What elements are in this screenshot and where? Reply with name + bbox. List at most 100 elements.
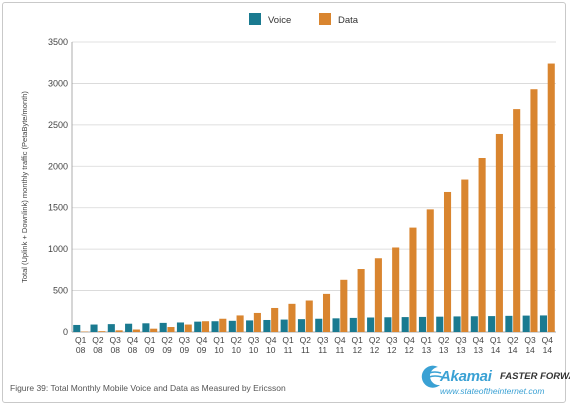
y-tick-label: 2500 bbox=[48, 120, 68, 130]
x-tick-label: Q2 10 bbox=[231, 335, 243, 355]
bar-data bbox=[409, 227, 417, 332]
x-tick-label: Q4 12 bbox=[403, 335, 415, 355]
bar-voice bbox=[159, 322, 167, 332]
bar-data bbox=[219, 318, 227, 332]
x-tick-label: Q2 14 bbox=[507, 335, 519, 355]
bar-voice bbox=[522, 315, 530, 332]
bar-data bbox=[426, 209, 434, 332]
bar-data bbox=[392, 247, 400, 332]
y-tick-label: 1000 bbox=[48, 244, 68, 254]
akamai-logo-icon bbox=[421, 365, 443, 388]
bar-voice bbox=[176, 322, 185, 332]
bar-voice bbox=[107, 324, 115, 332]
bar-data bbox=[132, 329, 140, 332]
bar-data bbox=[513, 109, 521, 332]
bar-data bbox=[547, 63, 555, 333]
bar-voice bbox=[436, 316, 444, 332]
bar-voice bbox=[349, 317, 357, 332]
y-axis-label: Total (Uplink + Downlink) monthly traffi… bbox=[20, 91, 29, 283]
x-tick-label: Q1 13 bbox=[421, 335, 433, 355]
bar-voice bbox=[280, 319, 288, 332]
bar-data bbox=[98, 331, 106, 332]
x-tick-label: Q4 13 bbox=[473, 335, 485, 355]
bar-data bbox=[305, 300, 313, 332]
legend-label-data: Data bbox=[338, 15, 359, 26]
y-tick-label: 500 bbox=[53, 286, 68, 296]
x-tick-label: Q3 13 bbox=[455, 335, 467, 355]
x-tick-label: Q1 10 bbox=[213, 335, 225, 355]
bar-data bbox=[443, 191, 452, 332]
bar-data bbox=[357, 269, 365, 332]
bar-voice bbox=[90, 324, 98, 332]
bar-data bbox=[150, 328, 158, 332]
brand-name: Akamai bbox=[440, 368, 492, 385]
bar-voice bbox=[194, 321, 202, 332]
y-tick-label: 3500 bbox=[48, 37, 68, 47]
bar-voice bbox=[539, 315, 548, 332]
bar-data bbox=[271, 307, 279, 332]
bar-voice bbox=[315, 318, 323, 332]
x-tick-label: Q1 09 bbox=[144, 335, 156, 355]
y-tick-label: 2000 bbox=[48, 161, 68, 171]
y-tick-label: 3000 bbox=[48, 78, 68, 88]
x-tick-label: Q2 12 bbox=[369, 335, 381, 355]
bar-voice bbox=[401, 317, 409, 332]
bar-voice bbox=[453, 316, 461, 332]
bar-data bbox=[288, 303, 296, 332]
bar-voice bbox=[125, 323, 133, 332]
brand-tagline: FASTER FORWARD bbox=[500, 371, 570, 382]
bar-data bbox=[236, 315, 244, 332]
x-tick-label: Q4 14 bbox=[542, 335, 554, 355]
bar-data bbox=[253, 312, 261, 332]
x-tick-label: Q1 11 bbox=[282, 335, 294, 355]
x-tick-label: Q1 08 bbox=[75, 335, 87, 355]
x-tick-label: Q3 08 bbox=[110, 335, 122, 355]
y-tick-label: 1500 bbox=[48, 203, 68, 213]
bar-voice bbox=[228, 320, 236, 332]
bar-data bbox=[115, 330, 123, 332]
x-tick-label: Q2 09 bbox=[161, 335, 173, 355]
bar-voice bbox=[505, 315, 513, 332]
x-tick-label: Q4 11 bbox=[334, 335, 346, 355]
bar-data bbox=[461, 179, 469, 332]
bar-voice bbox=[418, 316, 427, 332]
bar-voice bbox=[384, 317, 392, 332]
x-tick-label: Q4 08 bbox=[127, 335, 139, 355]
bar-voice bbox=[263, 319, 271, 332]
x-tick-label: Q3 14 bbox=[524, 335, 536, 355]
bar-data bbox=[530, 89, 538, 332]
bar-voice bbox=[211, 321, 219, 332]
x-tick-label: Q3 10 bbox=[248, 335, 260, 355]
x-tick-label: Q2 08 bbox=[92, 335, 104, 355]
bar-data bbox=[201, 321, 210, 332]
x-tick-label: Q4 09 bbox=[196, 335, 208, 355]
legend-swatch-voice bbox=[249, 13, 261, 25]
x-tick-label: Q3 11 bbox=[317, 335, 329, 355]
bar-voice bbox=[470, 316, 478, 332]
x-tick-label: Q3 12 bbox=[386, 335, 398, 355]
bar-voice bbox=[142, 323, 150, 332]
akamai-brand: Akamai FASTER FORWARD www.stateoftheinte… bbox=[416, 362, 570, 398]
bar-data bbox=[184, 324, 192, 332]
legend-swatch-data bbox=[319, 13, 331, 25]
brand-url[interactable]: www.stateoftheinternet.com bbox=[440, 386, 545, 396]
bar-chart: 0 500 1000 1500 2000 2500 3000 3500 Total (Uplin… bbox=[20, 13, 556, 355]
bar-voice bbox=[297, 319, 306, 332]
bar-data bbox=[340, 279, 348, 332]
figure-caption: Figure 39: Total Monthly Mobile Voice an… bbox=[10, 383, 286, 393]
bar-voice bbox=[246, 320, 254, 332]
x-tick-label: Q1 14 bbox=[490, 335, 502, 355]
x-tick-label: Q1 12 bbox=[352, 335, 364, 355]
bar-voice bbox=[488, 316, 496, 332]
bar-voice bbox=[73, 324, 81, 332]
bar-voice bbox=[367, 317, 375, 332]
bar-data bbox=[374, 258, 382, 332]
bar-data bbox=[478, 158, 486, 332]
legend-label-voice: Voice bbox=[268, 15, 291, 26]
y-tick-label: 0 bbox=[63, 327, 68, 337]
bar-data bbox=[322, 293, 331, 332]
bar-data bbox=[167, 327, 175, 332]
x-tick-label: Q2 13 bbox=[438, 335, 450, 355]
x-tick-label: Q4 10 bbox=[265, 335, 277, 355]
x-tick-label: Q3 09 bbox=[179, 335, 191, 355]
